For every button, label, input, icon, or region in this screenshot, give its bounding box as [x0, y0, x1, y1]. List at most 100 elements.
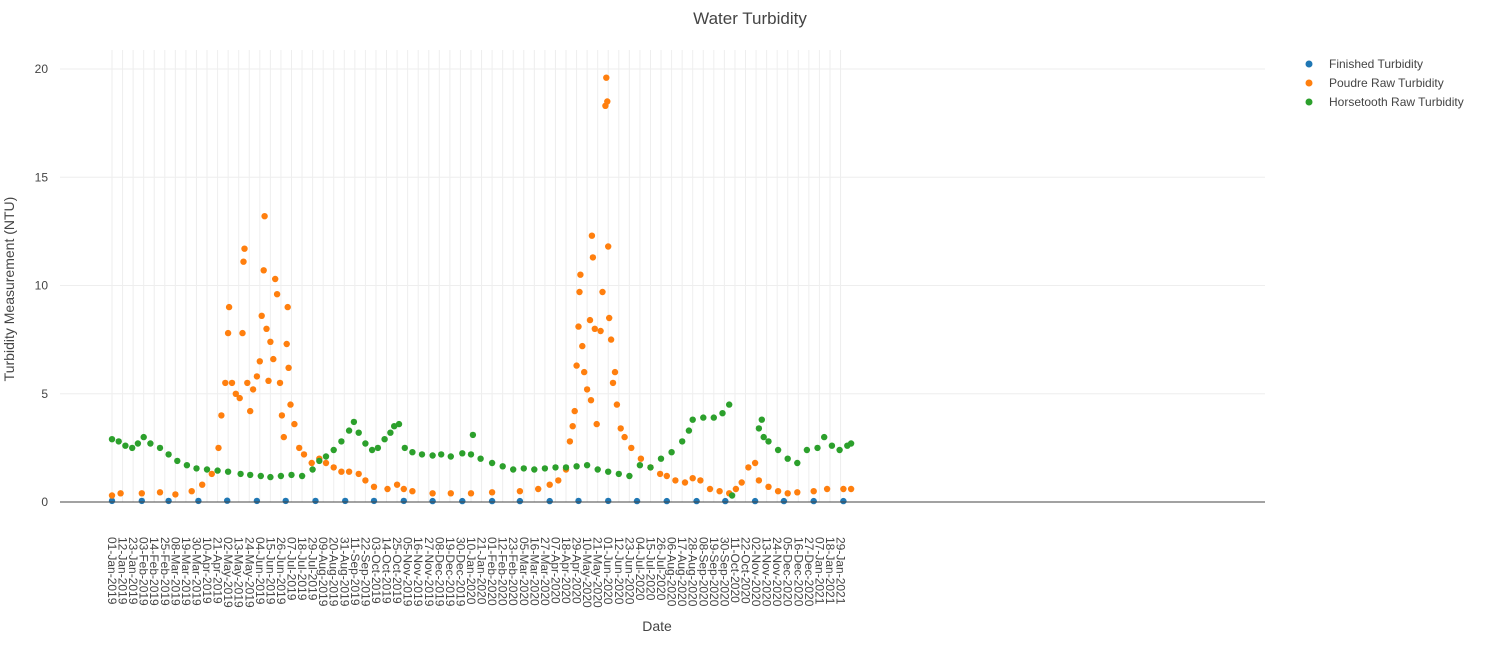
x-tick-label: 24-Nov-2020: [770, 537, 784, 607]
legend-item[interactable]: Poudre Raw Turbidity: [1305, 76, 1444, 90]
data-point: [263, 325, 270, 332]
x-tick-label: 26-Jul-2020: [654, 537, 668, 601]
data-point: [270, 355, 277, 363]
x-tick-label: 16-Mar-2020: [527, 537, 541, 606]
x-tick-label: 13-May-2019: [232, 537, 246, 608]
data-point: [429, 490, 436, 497]
data-point: [277, 472, 285, 480]
legend-item[interactable]: Finished Turbidity: [1305, 57, 1424, 71]
data-point: [459, 497, 466, 505]
x-tick-label: 20-Aug-2019: [327, 537, 341, 607]
data-point: [710, 414, 717, 421]
data-point: [605, 468, 612, 475]
data-point: [237, 470, 244, 478]
data-point: [586, 316, 594, 324]
x-tick-label: 07-Apr-2020: [549, 537, 563, 604]
data-point: [609, 379, 617, 387]
data-point: [400, 497, 407, 505]
data-point: [499, 463, 506, 470]
data-point: [247, 471, 254, 479]
data-point: [732, 485, 740, 493]
data-point: [663, 472, 670, 480]
data-point: [477, 455, 484, 462]
data-point: [840, 497, 847, 505]
data-point: [342, 497, 349, 505]
data-point: [604, 98, 611, 105]
data-point: [208, 470, 215, 478]
y-tick-label: 20: [35, 62, 49, 76]
x-tick-label: 26-Jun-2019: [274, 537, 288, 605]
x-tick-label: 07-Jul-2019: [285, 537, 299, 601]
data-point: [280, 433, 287, 441]
x-tick-label: 27-Nov-2019: [422, 537, 436, 607]
data-point: [615, 470, 622, 478]
data-point: [174, 457, 181, 465]
data-point: [656, 470, 664, 478]
y-axis-title: Turbidity Measurement (NTU): [1, 197, 17, 382]
data-point: [689, 475, 696, 482]
data-point: [384, 485, 391, 493]
legend[interactable]: Finished Turbidity Poudre Raw Turbidity Ho…: [1305, 57, 1464, 109]
data-point: [224, 497, 231, 504]
x-tick-label: 02-Nov-2020: [749, 537, 763, 607]
y-tick-labels: 0 5 10 15 20: [35, 62, 49, 509]
data-point: [156, 444, 164, 452]
x-tick-label: 11-Oct-2020: [728, 537, 742, 603]
data-point: [672, 477, 679, 484]
data-point: [330, 464, 337, 471]
data-point: [122, 442, 129, 449]
data-point: [751, 497, 759, 505]
data-point: [330, 446, 337, 454]
data-point: [338, 438, 345, 445]
data-point: [300, 451, 308, 458]
data-point: [840, 485, 847, 493]
data-point: [810, 488, 817, 495]
data-point: [288, 471, 295, 479]
data-point: [296, 444, 303, 452]
data-point: [391, 423, 398, 430]
data-point: [828, 442, 836, 449]
x-tick-label: 27-Dec-2020: [802, 537, 816, 607]
data-point: [239, 329, 246, 337]
x-tick-label: 21-Apr-2019: [211, 537, 225, 604]
data-point: [794, 489, 801, 496]
data-point: [298, 472, 306, 480]
data-point: [571, 407, 578, 415]
data-point: [577, 271, 584, 278]
data-point: [784, 455, 791, 462]
data-point: [287, 401, 294, 408]
x-tick-label: 03-Feb-2019: [137, 537, 151, 606]
data-point: [814, 444, 821, 452]
x-tick-label: 08-Dec-2019: [432, 537, 446, 607]
data-point: [316, 457, 323, 465]
data-point: [663, 497, 670, 505]
x-tick-label: 21-Jan-2020: [475, 537, 489, 605]
x-tick-label: 16-Dec-2020: [791, 537, 805, 607]
x-tick-label: 03-Oct-2019: [369, 537, 383, 604]
data-point: [278, 412, 286, 419]
legend-item[interactable]: Horsetooth Raw Turbidity: [1305, 95, 1464, 109]
data-point: [591, 325, 598, 332]
data-point: [138, 497, 145, 505]
data-point: [606, 314, 613, 322]
data-point: [745, 464, 752, 471]
data-point: [381, 436, 388, 443]
data-point: [636, 462, 644, 469]
data-point: [183, 462, 191, 469]
x-tick-label: 04-Jul-2020: [633, 537, 647, 601]
data-point: [350, 418, 358, 426]
data-points: [108, 74, 855, 505]
legend-label: Horsetooth Raw Turbidity: [1329, 95, 1464, 109]
data-point: [535, 485, 542, 493]
data-point: [241, 245, 248, 252]
data-point: [256, 358, 263, 365]
x-tick-label: 01-Feb-2020: [485, 537, 499, 606]
data-point: [697, 477, 704, 484]
data-point: [429, 497, 436, 505]
data-point: [199, 481, 206, 488]
data-point: [387, 429, 394, 436]
y-tick-label: 15: [35, 170, 49, 184]
data-point: [607, 336, 615, 343]
data-point: [224, 329, 232, 337]
